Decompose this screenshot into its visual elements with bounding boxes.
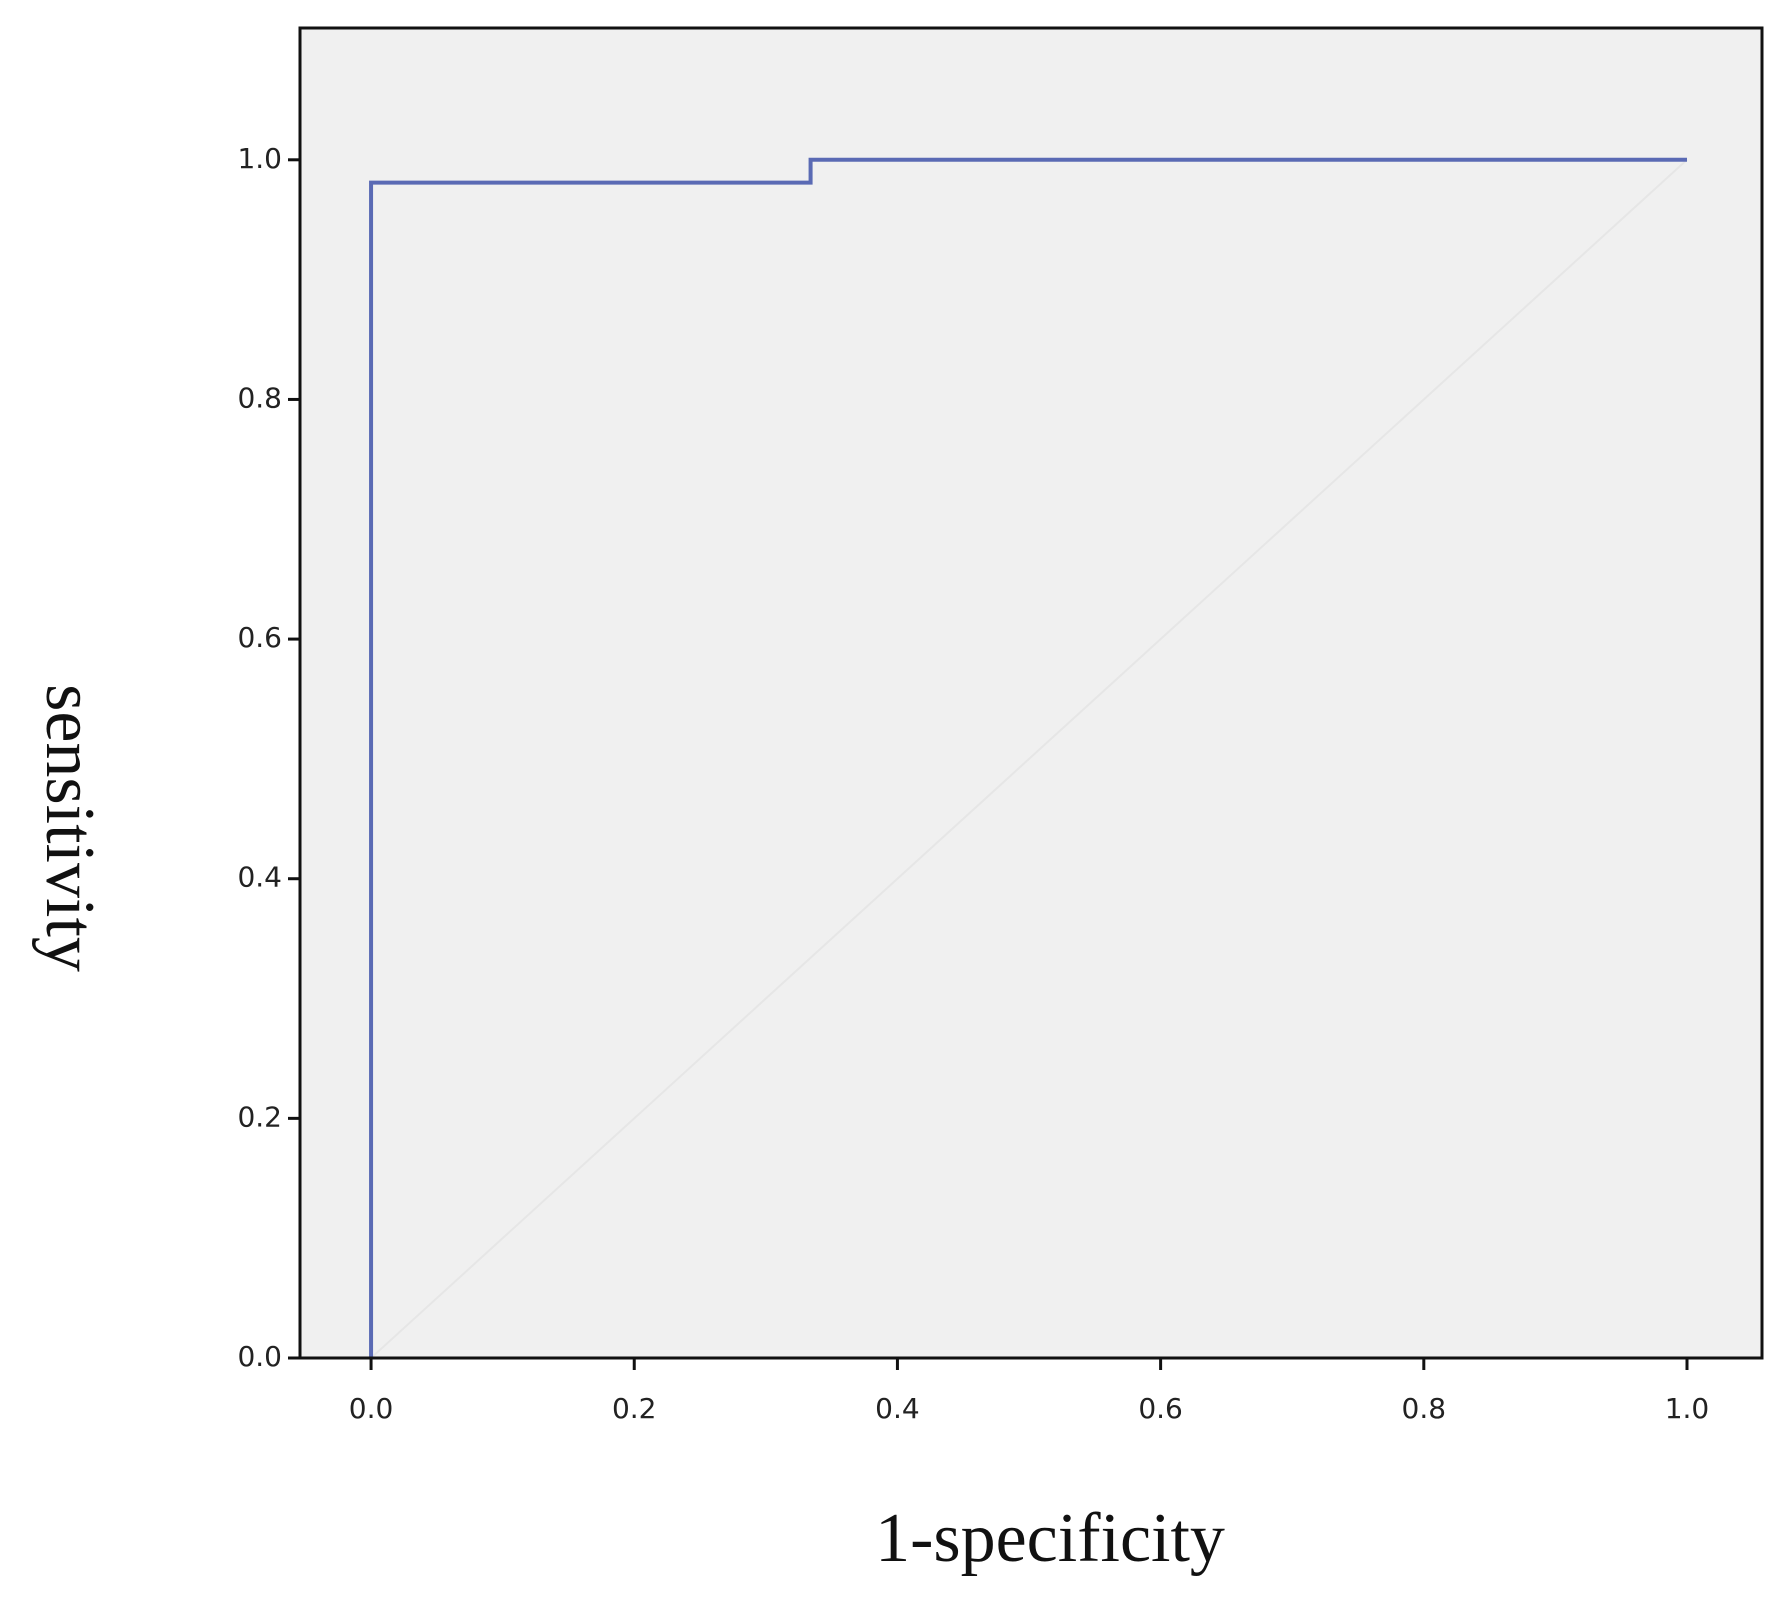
- plot-border: [298, 26, 1764, 1360]
- y-tick-label: 0.8: [237, 381, 282, 414]
- x-tick-label: 0.8: [1402, 1392, 1447, 1425]
- plot-area: [300, 28, 1762, 1358]
- x-tick-label: 0.0: [349, 1392, 394, 1425]
- x-axis-title: 1-specificity: [875, 1500, 1225, 1577]
- x-tick-label: 0.2: [612, 1392, 657, 1425]
- roc-line: [370, 159, 1688, 1359]
- x-tick-label: 1.0: [1665, 1392, 1710, 1425]
- y-tick-label: 0.2: [237, 1100, 282, 1133]
- x-tick-label: 0.4: [875, 1392, 920, 1425]
- y-tick-label: 0.0: [237, 1340, 282, 1373]
- y-tick-label: 0.6: [237, 621, 282, 654]
- roc-line: [369, 157, 1687, 1358]
- x-tick-label: 0.6: [1138, 1392, 1183, 1425]
- y-tick-label: 0.4: [237, 861, 282, 894]
- y-tick-label: 1.0: [237, 142, 282, 175]
- y-axis-title: sensitivity: [31, 684, 108, 972]
